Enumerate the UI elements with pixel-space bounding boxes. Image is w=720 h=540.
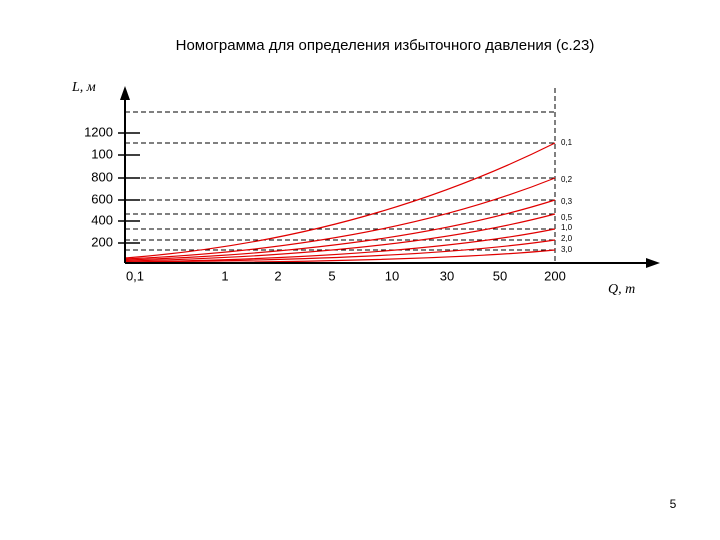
x-tick-label: 1 [221,268,228,283]
y-tick-label: 1200 [84,124,113,139]
curves [124,142,556,264]
curve-label: 1,0 [561,223,573,232]
y-tick-label: 200 [91,234,113,249]
x-tick-label: 30 [440,268,454,283]
x-tick-label: 50 [493,268,507,283]
y-axis-label: L, м [71,80,96,95]
curve-label: 3,0 [561,245,573,254]
x-tick-label: 0,1 [126,268,144,283]
x-tick-label: 10 [385,268,399,283]
curve-label: 0,3 [561,197,573,206]
y-tick-label: 800 [91,169,113,184]
curve-label: 2,0 [561,234,573,243]
title: Номограмма для определения избыточного д… [176,37,595,54]
x-tick-labels: 0,1 1 2 5 10 30 50 200 [126,268,566,283]
y-tick-label: 600 [91,191,113,206]
curve-label: 0,2 [561,175,573,184]
curve-label: 0,5 [561,213,573,222]
y-tick-label: 100 [91,146,113,161]
x-axis-label: Q, т [608,282,635,297]
y-tick-labels: 1200 100 800 600 400 200 [84,124,113,249]
axes [118,86,660,268]
y-tick-label: 400 [91,212,113,227]
curve-labels: 0,1 0,2 0,3 0,5 1,0 2,0 3,0 [561,138,573,254]
x-tick-label: 5 [328,268,335,283]
x-tick-label: 200 [544,268,566,283]
curve-label: 0,1 [561,138,573,147]
page-number: 5 [670,497,677,511]
x-tick-label: 2 [274,268,281,283]
dashed-grid [125,88,556,263]
